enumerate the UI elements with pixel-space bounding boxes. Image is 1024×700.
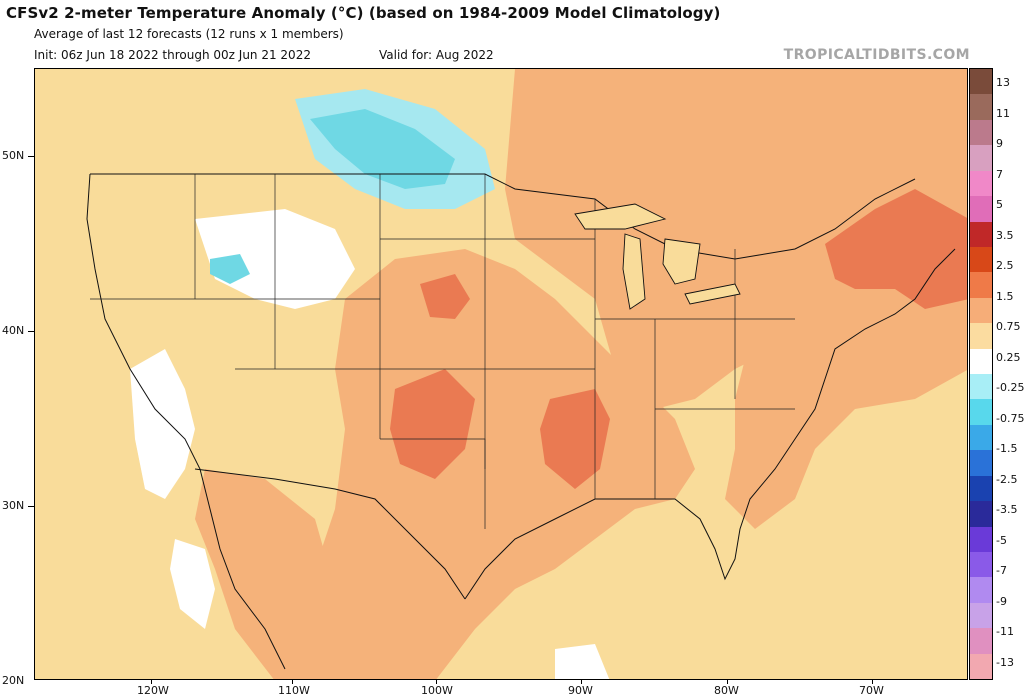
lon-label-120w: 120W: [137, 684, 169, 697]
anomaly-warm-region-southeast-coast: [725, 309, 967, 529]
colorbar: [969, 68, 993, 680]
anomaly-neutral-region-baja: [170, 539, 215, 629]
colorbar-level-label: 7: [996, 167, 1003, 181]
valid-time: Valid for: Aug 2022: [379, 48, 494, 62]
anomaly-cool-region-prairies-core: [310, 109, 455, 189]
lake-superior: [574, 203, 667, 230]
colorbar-swatch: [970, 196, 992, 222]
lon-label-70w: 70W: [859, 684, 884, 697]
lake-huron: [662, 238, 701, 285]
colorbar-swatch: [970, 526, 992, 553]
colorbar-swatch: [970, 246, 992, 273]
colorbar-swatch: [970, 297, 992, 324]
anomaly-warm-region-mexico: [195, 469, 335, 679]
lat-label-50n: 50N: [2, 149, 25, 162]
lon-label-80w: 80W: [714, 684, 739, 697]
lon-label-100w: 100W: [421, 684, 453, 697]
lat-label-20n: 20N: [2, 674, 25, 687]
colorbar-swatch: [970, 399, 992, 426]
colorbar-swatch: [970, 272, 992, 299]
west-coastline: [86, 173, 286, 670]
colorbar-level-label: 0.25: [996, 350, 1021, 364]
colorbar-swatch: [970, 551, 992, 578]
great-lakes: [574, 203, 741, 310]
anomaly-neutral-region-gulf: [555, 644, 610, 679]
colorbar-level-label: 0.75: [996, 320, 1021, 334]
anomaly-hot-spot-kansas: [420, 274, 470, 319]
colorbar-swatch: [970, 577, 992, 604]
lon-label-110w: 110W: [278, 684, 310, 697]
subtitle: Average of last 12 forecasts (12 runs x …: [34, 27, 344, 41]
chart-title: CFSv2 2-meter Temperature Anomaly (°C) (…: [6, 4, 721, 22]
lat-label-30n: 30N: [2, 499, 25, 512]
colorbar-swatch: [970, 602, 992, 629]
lat-tick: [28, 156, 34, 157]
lon-tick: [727, 680, 728, 684]
colorbar-level-label: 1.5: [996, 289, 1014, 303]
colorbar-level-label: 9: [996, 137, 1003, 151]
colorbar-level-label: 2.5: [996, 259, 1014, 273]
anomaly-hot-spot-southern-plains: [390, 369, 475, 479]
anomaly-cool-region-idaho: [210, 254, 250, 284]
colorbar-level-label: -2.5: [996, 472, 1018, 486]
anomaly-hot-spot-new-england: [825, 189, 967, 309]
map-canvas: [35, 69, 967, 679]
colorbar-level-label: -1.5: [996, 442, 1018, 456]
colorbar-level-label: 13: [996, 76, 1010, 90]
colorbar-swatch: [970, 374, 992, 400]
colorbar-level-label: 11: [996, 106, 1010, 120]
colorbar-swatch: [970, 145, 992, 172]
brand-watermark: TROPICALTIDBITS.COM: [783, 47, 970, 63]
colorbar-level-label: -11: [996, 625, 1014, 639]
anomaly-neutral-region-west-coast: [130, 349, 195, 499]
colorbar-swatch: [970, 450, 992, 477]
colorbar-swatch: [970, 348, 992, 375]
state-borders: [90, 174, 795, 529]
lon-tick: [872, 680, 873, 684]
state-line-13: [380, 438, 486, 529]
colorbar-level-label: -9: [996, 594, 1007, 608]
colorbar-swatch: [970, 170, 992, 197]
colorbar-swatch: [970, 653, 992, 680]
anomaly-map: [34, 68, 968, 680]
lon-tick: [151, 680, 152, 684]
colorbar-level-label: -0.25: [996, 381, 1024, 395]
colorbar-level-label: -3.5: [996, 503, 1018, 517]
colorbar-swatch: [970, 323, 992, 350]
lon-label-90w: 90W: [568, 684, 593, 697]
init-time: Init: 06z Jun 18 2022 through 00z Jun 21…: [34, 48, 311, 62]
colorbar-swatch: [970, 119, 992, 146]
lake-erie: [684, 283, 741, 305]
colorbar-swatch: [970, 221, 992, 248]
lon-tick: [436, 680, 437, 684]
lake-michigan: [622, 233, 646, 310]
lon-tick: [581, 680, 582, 684]
colorbar-swatch: [970, 94, 992, 121]
colorbar-level-label: -7: [996, 564, 1007, 578]
lat-tick: [28, 331, 34, 332]
colorbar-swatch: [970, 475, 992, 502]
colorbar-swatch: [970, 501, 992, 527]
gulf-coastline: [464, 248, 956, 600]
colorbar-level-label: -5: [996, 533, 1007, 547]
colorbar-swatch: [970, 628, 992, 655]
colorbar-level-label: -13: [996, 655, 1014, 669]
colorbar-level-label: -0.75: [996, 411, 1024, 425]
colorbar-swatch: [970, 424, 992, 451]
anomaly-hot-spot-mississippi: [540, 389, 610, 489]
colorbar-level-label: 3.5: [996, 228, 1014, 242]
colorbar-swatch: [970, 69, 992, 95]
lat-label-40n: 40N: [2, 324, 25, 337]
us-mexico-border: [194, 468, 466, 600]
colorbar-level-label: 5: [996, 198, 1003, 212]
lon-tick: [292, 680, 293, 684]
lat-tick: [28, 506, 34, 507]
